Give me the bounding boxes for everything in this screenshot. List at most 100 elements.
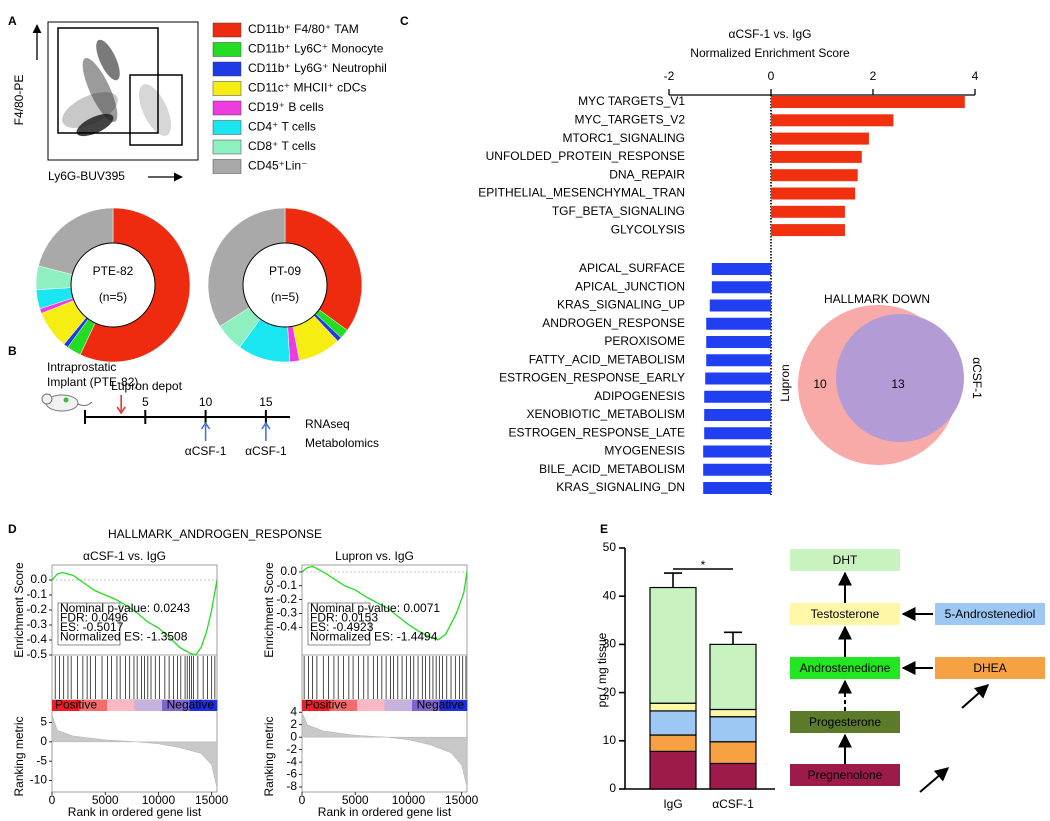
- chart-title: HALLMARK_ANDROGEN_RESPONSE: [108, 527, 322, 541]
- venn-set-label: Lupron: [778, 364, 792, 401]
- venn-title: HALLMARK DOWN: [824, 292, 930, 306]
- pathway-node-label: Progesterone: [809, 715, 881, 729]
- category-label: ESTROGEN_RESPONSE_LATE: [509, 425, 686, 439]
- bar: [709, 299, 771, 312]
- pathway-arrows: [838, 571, 990, 793]
- mouse-icon: [41, 393, 93, 412]
- bar-segment: [709, 643, 757, 711]
- pathway-node: [790, 549, 900, 571]
- plot-frame: [51, 564, 218, 793]
- chart-title: αCSF-1 vs. IgG: [729, 27, 812, 41]
- category-label: BILE_ACID_METABOLISM: [539, 462, 685, 476]
- pathway-node-label: Androstenedione: [800, 661, 891, 675]
- class-label: Positive: [55, 698, 97, 712]
- bar-segment: [649, 734, 697, 753]
- pathway-node-label: Testosterone: [811, 607, 880, 621]
- y-tick-label: 20: [603, 685, 617, 699]
- x-axis-label: Rank in ordered gene list: [318, 805, 452, 819]
- bar: [704, 409, 771, 421]
- donut-center-label: PT-09: [269, 264, 301, 278]
- panel-label: B: [8, 344, 17, 358]
- category-label: MYC TARGETS_V1: [578, 94, 685, 108]
- pathway-node: [790, 764, 900, 786]
- pathway-node-label: Pregnenolone: [808, 768, 883, 782]
- bar: [711, 281, 771, 294]
- class-label: Negative: [167, 698, 215, 712]
- legend-swatch: [212, 22, 242, 38]
- y-tick-label: 50: [603, 540, 617, 554]
- density-blob: [76, 113, 114, 137]
- y-axis-label: pg / mg tissue: [595, 632, 609, 707]
- bar-segment: [709, 716, 757, 743]
- pathway-node: [790, 711, 900, 733]
- colorbar: [384, 700, 413, 711]
- x-tick-label: 0: [299, 793, 306, 807]
- y-tick-label: -6: [286, 767, 297, 781]
- event-arrowhead: [116, 406, 126, 415]
- category-label: XENOBIOTIC_METABOLISM: [527, 407, 685, 421]
- stats-text: Normalized ES: -1.4494: [310, 630, 438, 644]
- event-label: αCSF-1: [185, 444, 227, 458]
- y-tick-label: -2: [286, 742, 297, 756]
- panel-label: E: [600, 522, 608, 536]
- density-blob: [138, 84, 172, 136]
- y-tick-label: 0.0: [280, 564, 297, 578]
- legend-label: CD19⁺ B cells: [248, 100, 324, 114]
- timeline-tick-label: 15: [259, 395, 273, 409]
- bar-segment: [709, 741, 757, 765]
- y-tick-label: -4: [286, 754, 297, 768]
- implant-label: Intraprostatic: [47, 360, 116, 374]
- colorbar: [107, 700, 135, 711]
- significance-label: *: [701, 558, 706, 572]
- bar: [771, 150, 862, 163]
- y-axis-label: Enrichment Score: [12, 562, 26, 658]
- timeline-tick-label: 10: [199, 395, 213, 409]
- category-label: EPITHELIAL_MESENCHYMAL_TRAN: [478, 186, 685, 200]
- category-label: MYC_TARGETS_V2: [575, 112, 686, 126]
- bar: [771, 132, 869, 145]
- colorbar: [329, 700, 358, 711]
- class-label: Positive: [305, 698, 347, 712]
- x-tick-label: 5000: [92, 793, 119, 807]
- category-label: ADIPOGENESIS: [594, 389, 685, 403]
- gate: [57, 27, 159, 134]
- event-arrowhead: [261, 421, 271, 430]
- y-tick-label: -10: [30, 773, 48, 787]
- y-tick-label: -0.3: [276, 606, 297, 620]
- bar: [703, 445, 771, 458]
- stats-text: Nominal p-value: 0.0243: [60, 601, 190, 615]
- y-axis-label: Ranking metric: [12, 716, 26, 796]
- plot-frame: [301, 564, 468, 793]
- bar: [706, 317, 771, 330]
- venn-count: 13: [891, 377, 905, 391]
- class-label: Negative: [417, 698, 465, 712]
- legend-label: CD11b⁺ F4/80⁺ TAM: [248, 22, 359, 36]
- y-tick-label: 5: [40, 715, 47, 729]
- y-tick-label: 40: [603, 588, 617, 602]
- x-tick-label: IgG: [663, 797, 682, 811]
- legend-label: CD11b⁺ Ly6C⁺ Monocyte: [248, 42, 384, 56]
- category-label: APICAL_JUNCTION: [575, 279, 685, 293]
- pathway-node-label: DHEA: [973, 661, 1006, 675]
- legend-swatch: [212, 100, 242, 116]
- es-line: [51, 571, 218, 656]
- density-blob: [96, 39, 120, 81]
- donut-count-label: (n=5): [271, 290, 299, 304]
- stats-box: [307, 602, 371, 646]
- legend-swatch: [212, 159, 242, 174]
- x-tick-label: 5000: [342, 793, 369, 807]
- y-tick-label: -0.4: [26, 632, 47, 646]
- donut-hole: [70, 242, 156, 328]
- bar: [706, 354, 771, 367]
- donut-center-label: PTE-82: [93, 264, 134, 278]
- colorbar: [357, 700, 385, 711]
- category-label: APICAL_SURFACE: [579, 261, 685, 275]
- category-label: MYOGENESIS: [604, 444, 685, 458]
- bar: [771, 114, 894, 127]
- bar-segment: [649, 710, 697, 736]
- y-tick-label: 2: [290, 717, 297, 731]
- stats-text: Nominal p-value: 0.0071: [310, 601, 440, 615]
- legend-label: CD4⁺ T cells: [248, 120, 316, 134]
- subtitle: Lupron vs. IgG: [335, 549, 414, 563]
- x-tick-label: 10000: [142, 793, 176, 807]
